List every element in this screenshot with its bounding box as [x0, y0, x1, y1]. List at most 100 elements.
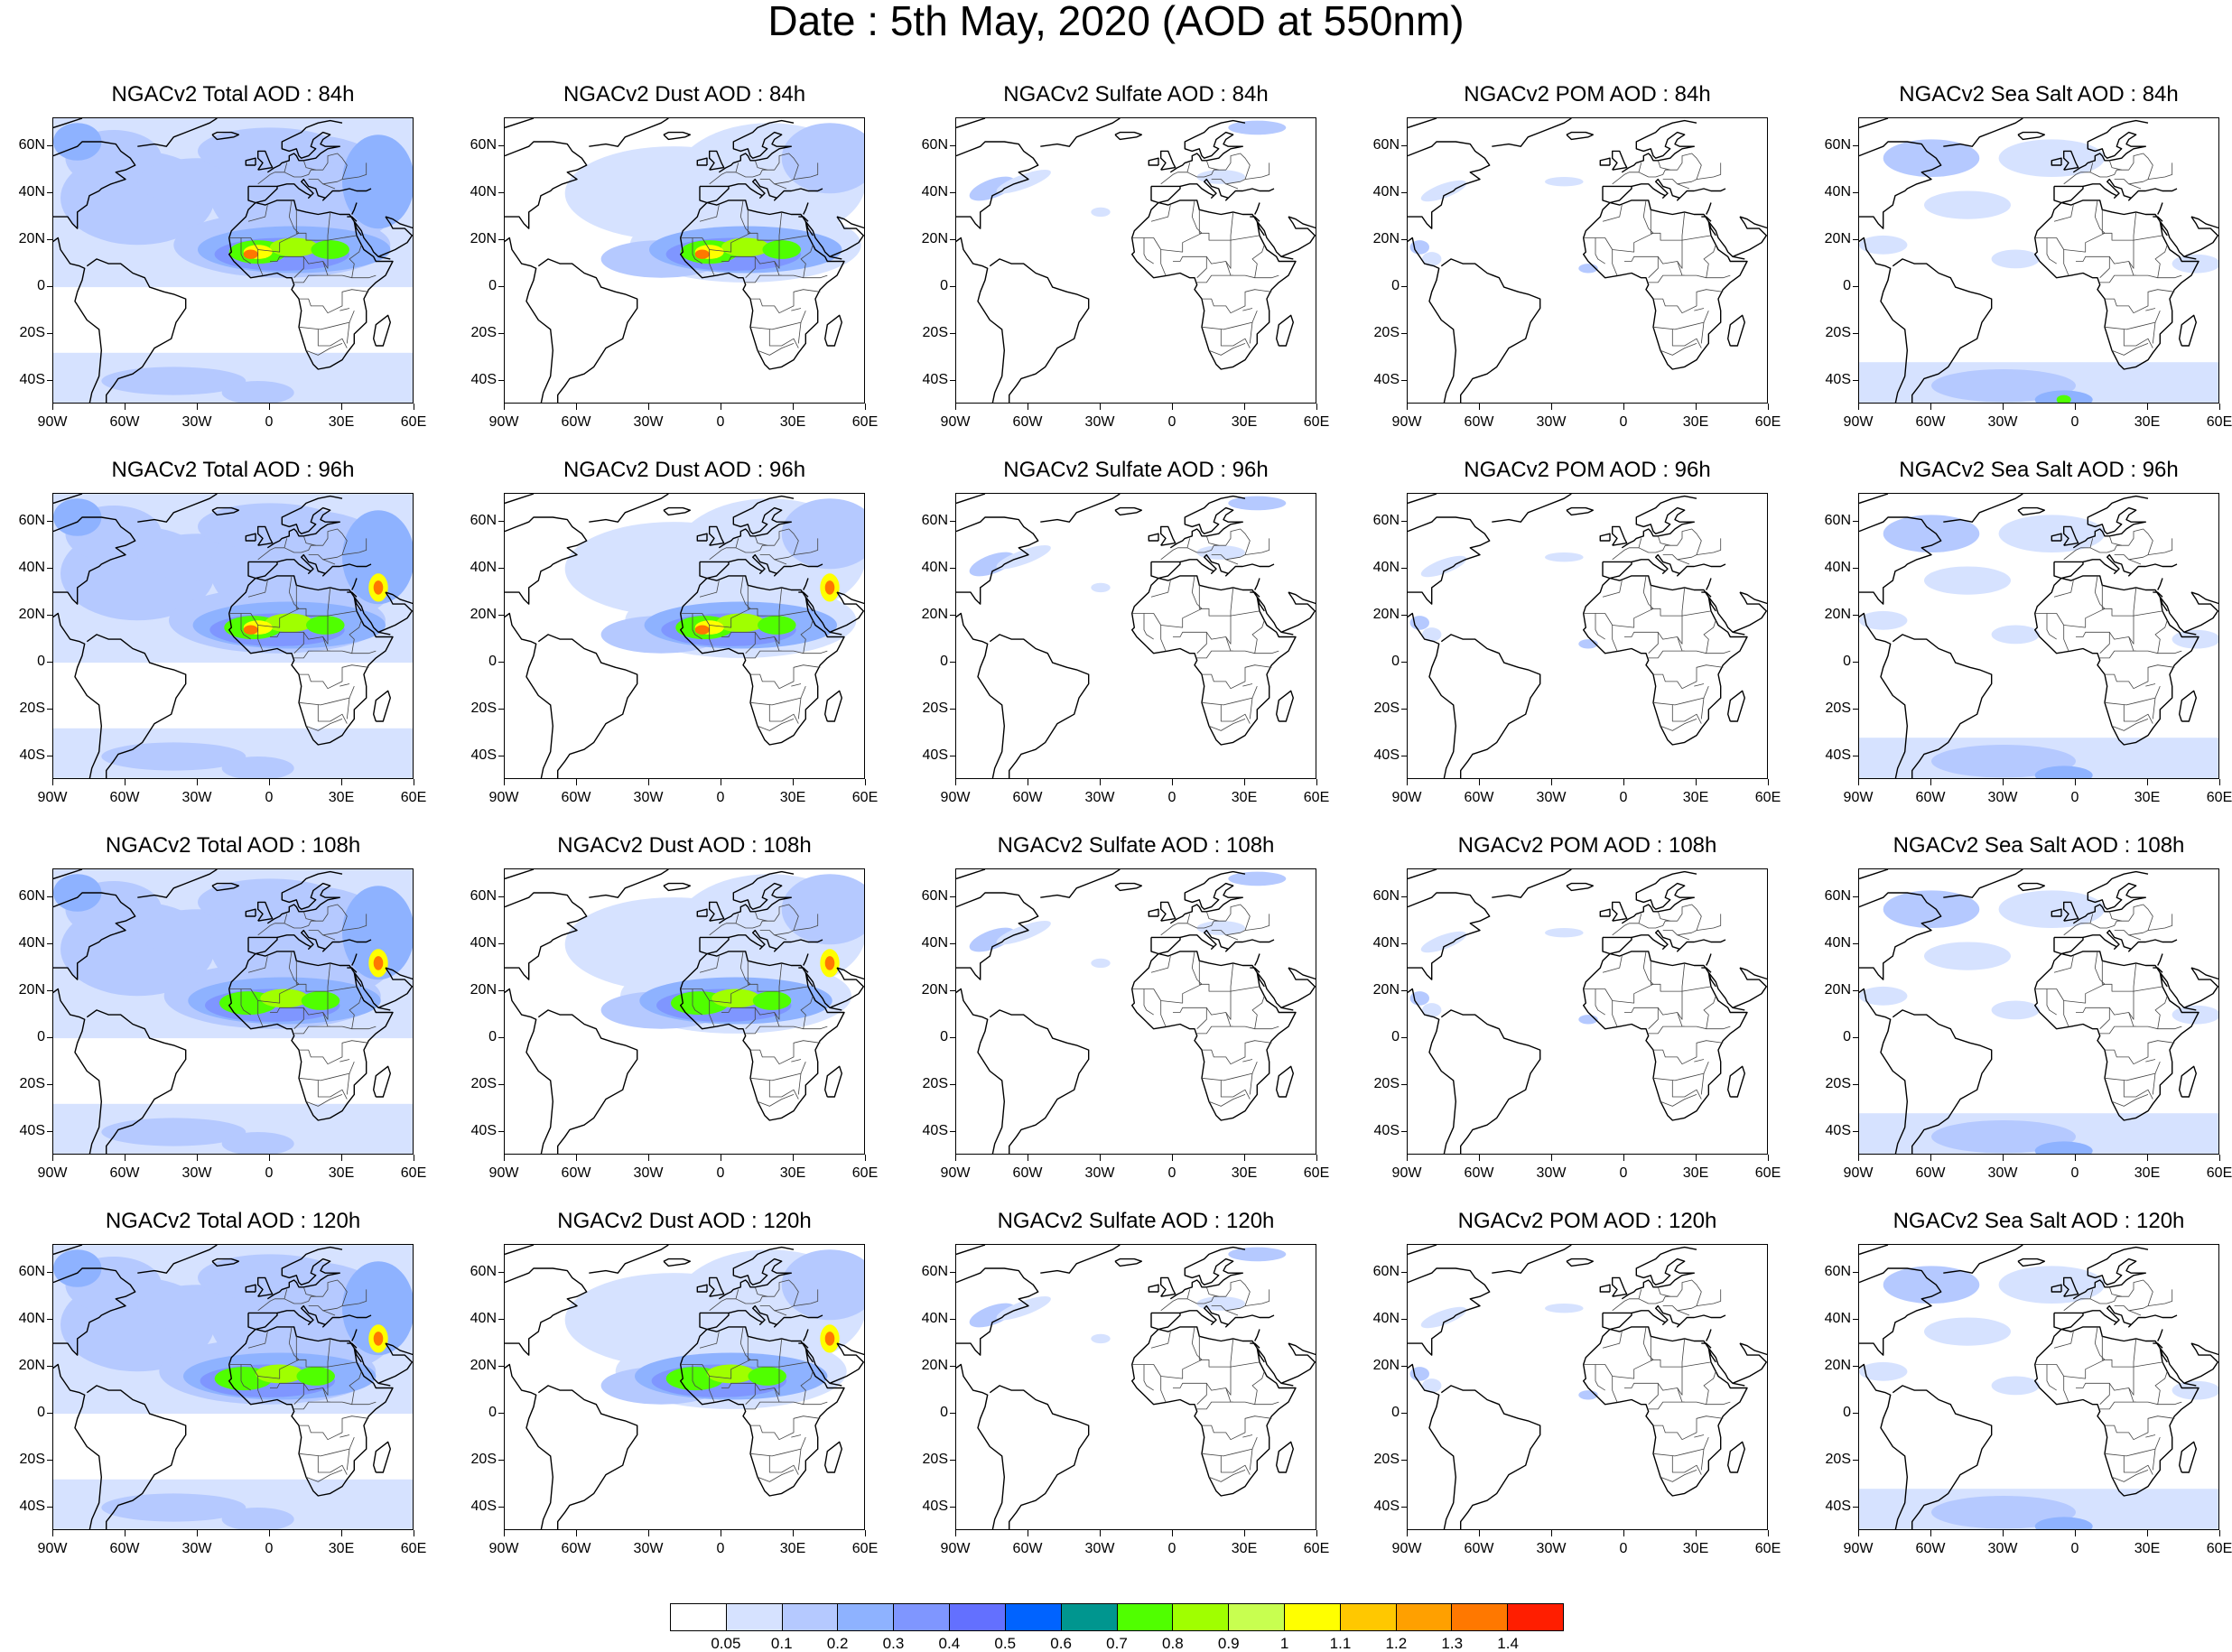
lat-label: 20S	[1373, 1452, 1400, 1468]
lat-tick	[1401, 568, 1407, 570]
colorbar-swatch	[1508, 1604, 1563, 1630]
lon-label: 30E	[2134, 1541, 2161, 1556]
lat-tick	[1853, 1319, 1858, 1321]
lat-label: 40S	[1825, 1499, 1851, 1515]
lon-tick	[793, 779, 794, 785]
lat-tick	[498, 1366, 504, 1368]
lat-tick	[1853, 1272, 1858, 1274]
map-panel	[52, 868, 414, 1155]
lon-label: 30E	[328, 1165, 355, 1181]
aod-field-map	[1859, 869, 2218, 1154]
lon-tick	[793, 1530, 794, 1536]
lat-tick	[1853, 239, 1858, 241]
lon-label: 30W	[633, 1541, 664, 1556]
lat-label: 40N	[1372, 560, 1400, 576]
lat-label: 20S	[922, 701, 948, 717]
aod-field-map	[505, 869, 864, 1154]
lon-label: 0	[2070, 1165, 2079, 1181]
lon-label: 0	[1167, 790, 1176, 805]
lon-label: 60E	[851, 1165, 879, 1181]
lon-tick	[2147, 1530, 2148, 1536]
lon-tick	[648, 1530, 649, 1536]
lon-tick	[2219, 1155, 2220, 1161]
lat-tick	[47, 1413, 52, 1415]
lat-label: 20N	[470, 607, 497, 623]
lat-tick	[1853, 990, 1858, 992]
lon-tick	[1316, 1155, 1317, 1161]
lon-tick	[1244, 779, 1245, 785]
lat-label: 40N	[921, 1311, 948, 1327]
lon-tick	[504, 1155, 505, 1161]
lat-label: 20S	[470, 701, 497, 717]
lat-label: 20S	[1373, 1076, 1400, 1092]
lon-label: 60E	[2206, 790, 2232, 805]
lat-tick	[498, 1460, 504, 1462]
lon-label: 30W	[1987, 790, 2018, 805]
lat-label: 40S	[470, 372, 497, 388]
lon-label: 90W	[488, 1541, 519, 1556]
lat-label: 0	[940, 654, 948, 670]
lon-label: 30W	[1084, 790, 1115, 805]
lat-label: 60N	[921, 513, 948, 529]
lat-label: 40N	[1372, 1311, 1400, 1327]
lon-tick	[1244, 404, 1245, 410]
lat-tick	[950, 568, 955, 570]
lon-tick	[1858, 1530, 1859, 1536]
lat-label: 20N	[18, 607, 45, 623]
lat-tick	[1401, 1084, 1407, 1086]
panel-title: NGACv2 POM AOD : 84h	[1464, 82, 1711, 107]
map-panel	[504, 493, 865, 779]
lon-tick	[269, 404, 270, 410]
lon-label: 30E	[328, 1541, 355, 1556]
lat-label: 20S	[470, 325, 497, 341]
lon-label: 30E	[1682, 1165, 1709, 1181]
lon-tick	[269, 1155, 270, 1161]
lat-tick	[1853, 1131, 1858, 1133]
lon-label: 60W	[1915, 1165, 1946, 1181]
lon-label: 60E	[400, 1541, 427, 1556]
lon-tick	[1407, 1530, 1408, 1536]
lat-tick	[1401, 521, 1407, 523]
lon-tick	[1768, 1155, 1769, 1161]
lat-tick	[47, 286, 52, 288]
lat-label: 20N	[921, 231, 948, 247]
colorbar-swatch	[1340, 1604, 1397, 1630]
lat-tick	[498, 192, 504, 194]
aod-field-map	[1408, 1245, 1767, 1529]
lat-label: 20N	[1372, 231, 1400, 247]
lat-tick	[950, 286, 955, 288]
aod-field-map	[505, 118, 864, 403]
map-panel	[1858, 868, 2219, 1155]
aod-field-map	[53, 118, 413, 403]
lat-tick	[47, 1460, 52, 1462]
lat-tick	[1401, 1413, 1407, 1415]
lat-tick	[47, 521, 52, 523]
lat-label: 20N	[18, 982, 45, 998]
lon-tick	[1244, 1530, 1245, 1536]
lat-label: 60N	[1824, 888, 1851, 905]
lat-label: 40S	[19, 372, 45, 388]
lat-tick	[950, 380, 955, 382]
lat-tick	[950, 1131, 955, 1133]
lat-tick	[47, 1507, 52, 1508]
lon-tick	[1479, 404, 1480, 410]
colorbar-label: 0.3	[882, 1635, 905, 1652]
lon-tick	[1930, 1155, 1931, 1161]
lon-label: 0	[716, 1541, 725, 1556]
lat-label: 0	[1843, 278, 1851, 294]
lon-tick	[2219, 1530, 2220, 1536]
lat-label: 0	[940, 278, 948, 294]
lon-label: 90W	[1843, 1541, 1874, 1556]
lon-label: 90W	[488, 1165, 519, 1181]
lat-label: 20S	[1373, 701, 1400, 717]
lat-tick	[950, 662, 955, 664]
lon-tick	[341, 1530, 342, 1536]
lat-tick	[498, 615, 504, 617]
lat-label: 20S	[19, 701, 45, 717]
map-panel	[52, 117, 414, 404]
colorbar-label: 1.4	[1497, 1635, 1519, 1652]
lon-label: 60E	[851, 1541, 879, 1556]
lat-label: 40N	[1824, 560, 1851, 576]
lon-label: 0	[2070, 1541, 2079, 1556]
lat-label: 40S	[19, 1123, 45, 1139]
